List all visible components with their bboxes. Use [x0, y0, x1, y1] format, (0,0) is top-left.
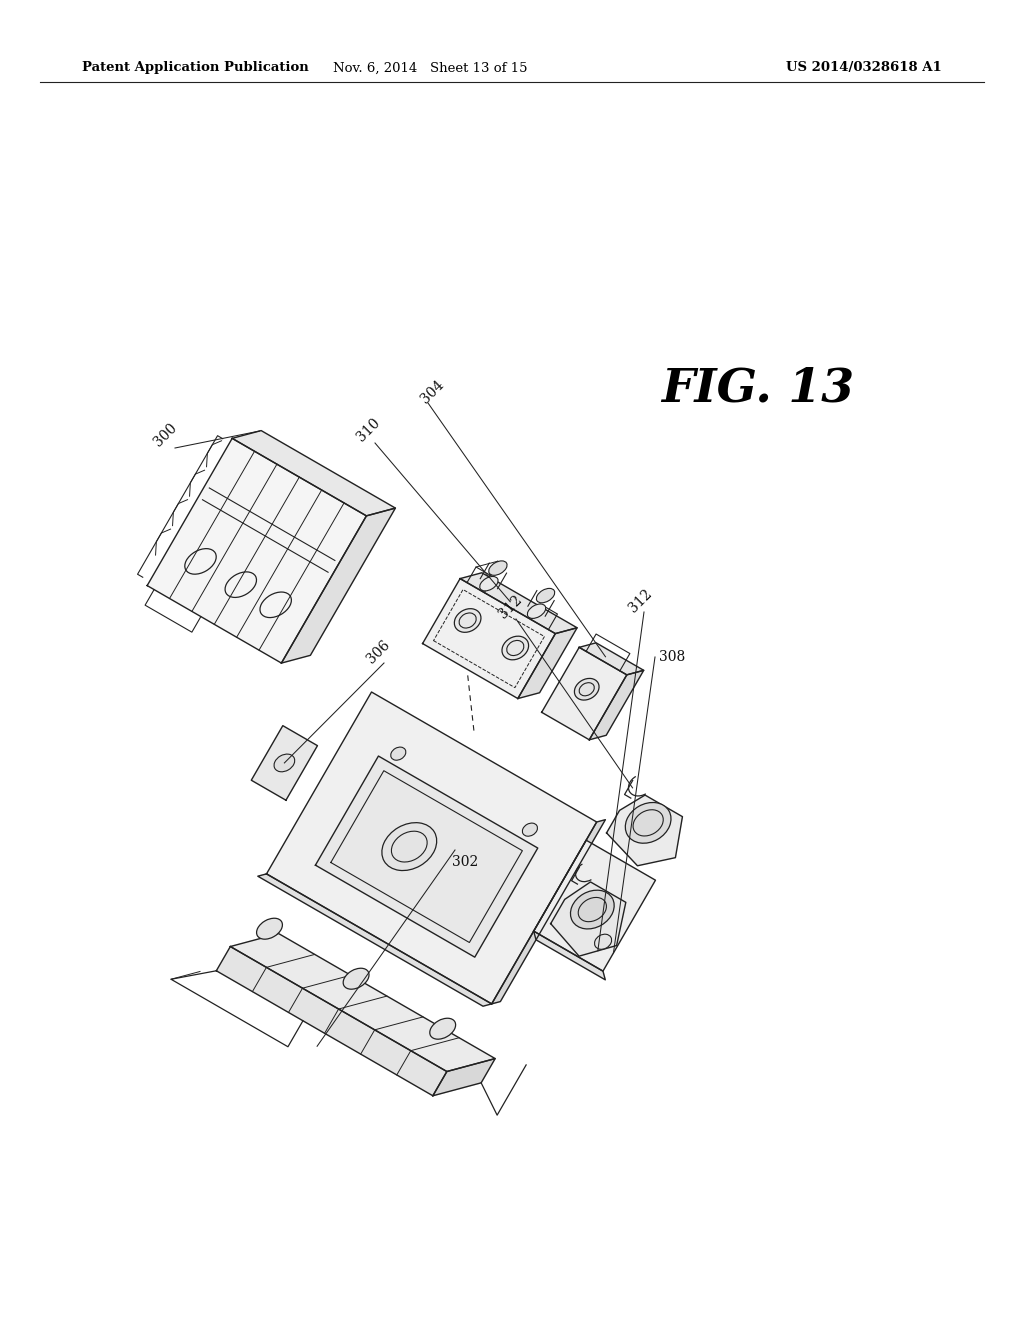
Polygon shape — [492, 820, 605, 1005]
Polygon shape — [534, 931, 605, 979]
Text: FIG. 13: FIG. 13 — [662, 366, 855, 411]
Polygon shape — [534, 841, 655, 972]
Ellipse shape — [391, 747, 406, 760]
Polygon shape — [147, 438, 367, 663]
Ellipse shape — [626, 803, 671, 843]
Ellipse shape — [479, 577, 498, 591]
Text: 308: 308 — [658, 649, 685, 664]
Ellipse shape — [274, 754, 295, 772]
Ellipse shape — [537, 589, 555, 603]
Text: Nov. 6, 2014   Sheet 13 of 15: Nov. 6, 2014 Sheet 13 of 15 — [333, 62, 527, 74]
Polygon shape — [551, 882, 626, 956]
Ellipse shape — [574, 678, 599, 700]
Polygon shape — [258, 874, 492, 1006]
Polygon shape — [251, 726, 317, 800]
Text: Patent Application Publication: Patent Application Publication — [82, 62, 309, 74]
Ellipse shape — [527, 605, 546, 618]
Ellipse shape — [455, 609, 481, 632]
Polygon shape — [266, 692, 597, 1005]
Ellipse shape — [382, 822, 436, 871]
Polygon shape — [282, 508, 395, 663]
Ellipse shape — [502, 636, 528, 660]
Ellipse shape — [595, 935, 611, 949]
Text: 312: 312 — [626, 586, 654, 615]
Text: 304: 304 — [418, 378, 446, 407]
Polygon shape — [460, 573, 578, 634]
Polygon shape — [606, 795, 682, 866]
Ellipse shape — [488, 561, 507, 576]
Polygon shape — [423, 578, 555, 698]
Text: 302: 302 — [452, 855, 478, 869]
Text: 310: 310 — [353, 416, 382, 445]
Polygon shape — [580, 643, 644, 675]
Text: US 2014/0328618 A1: US 2014/0328618 A1 — [786, 62, 942, 74]
Polygon shape — [542, 647, 627, 739]
Polygon shape — [589, 671, 644, 739]
Ellipse shape — [522, 824, 538, 836]
Polygon shape — [232, 430, 395, 516]
Polygon shape — [433, 1059, 496, 1096]
Polygon shape — [216, 946, 446, 1096]
Ellipse shape — [257, 919, 283, 940]
Ellipse shape — [430, 1018, 456, 1039]
Text: 300: 300 — [151, 421, 179, 449]
Ellipse shape — [343, 969, 369, 989]
Polygon shape — [230, 933, 496, 1072]
Text: 312: 312 — [496, 593, 524, 622]
Text: 306: 306 — [364, 638, 392, 667]
Polygon shape — [518, 628, 578, 698]
Polygon shape — [315, 756, 538, 957]
Ellipse shape — [570, 890, 614, 929]
